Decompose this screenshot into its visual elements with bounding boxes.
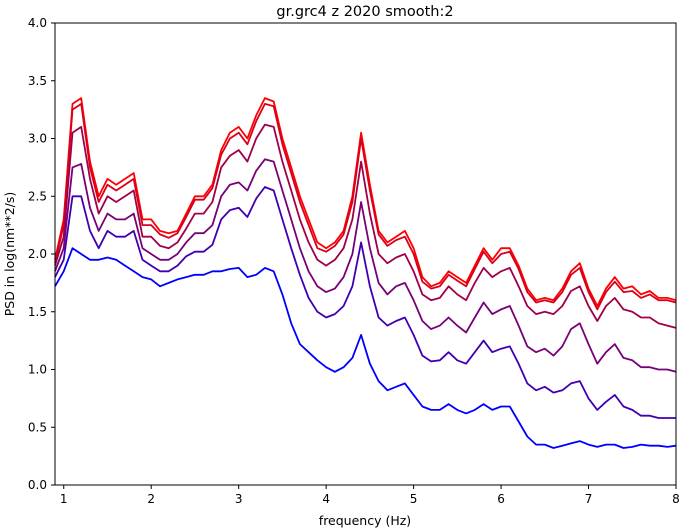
x-tick-label: 8 [672,492,680,506]
x-tick-label: 7 [585,492,593,506]
chart-title: gr.grc4 z 2020 smooth:2 [276,4,453,20]
x-tick-label: 6 [497,492,505,506]
series-line-1 [54,97,677,307]
x-tick-label: 1 [60,492,68,506]
series-line-2 [54,103,677,311]
y-tick-label: 2.0 [28,247,47,261]
x-tick-label: 5 [410,492,418,506]
y-tick-label: 2.5 [28,189,47,203]
y-tick-label: 4.0 [28,16,47,30]
x-axis-label: frequency (Hz) [319,513,411,528]
y-tick-label: 3.0 [28,132,47,146]
x-axis: 1 2 3 4 5 6 7 8 [60,485,680,506]
series-line-3 [54,123,677,329]
series-line-4 [54,158,677,373]
x-tick-label: 4 [322,492,330,506]
series-line-6 [54,247,677,449]
y-tick-label: 0.5 [28,420,47,434]
y-tick-label: 1.5 [28,305,47,319]
y-tick-label: 1.0 [28,363,47,377]
y-axis: 0.0 0.5 1.0 1.5 2.0 2.5 3.0 3.5 4.0 [28,16,55,492]
x-tick-label: 2 [147,492,155,506]
y-tick-label: 0.0 [28,478,47,492]
y-tick-label: 3.5 [28,74,47,88]
x-tick-label: 3 [235,492,243,506]
plot-frame [54,22,677,486]
series-line-5 [54,186,676,419]
series-layer [54,97,677,449]
y-axis-label: PSD in log(nm**2/s) [2,192,17,317]
